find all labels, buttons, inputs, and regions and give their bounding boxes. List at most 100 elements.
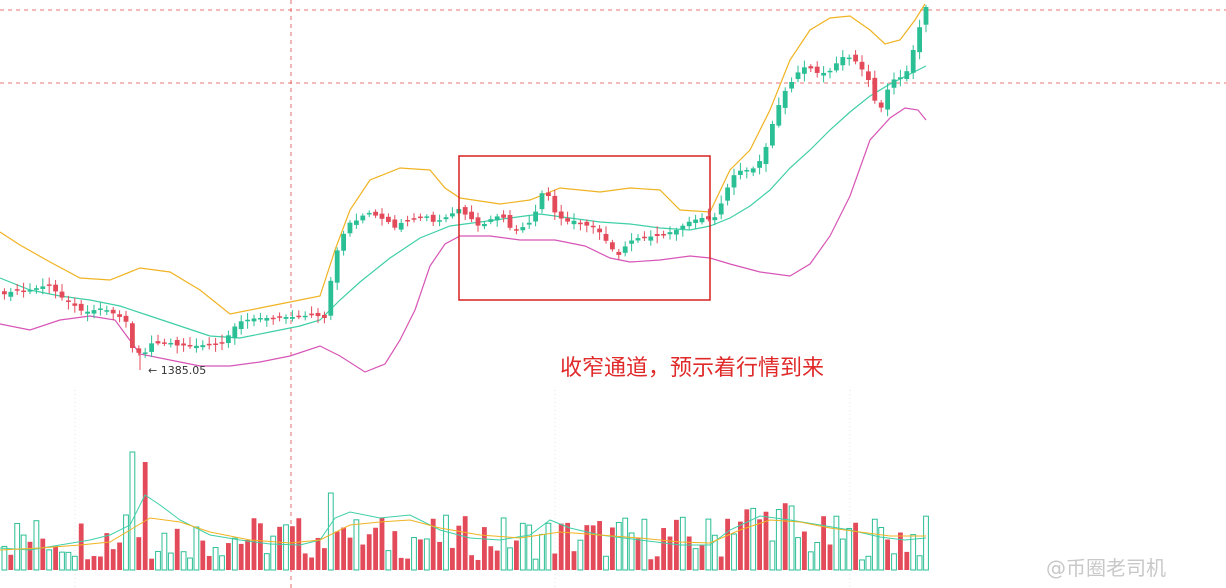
volume-bar bbox=[129, 451, 136, 571]
candle-body bbox=[181, 343, 186, 346]
volume-bar bbox=[341, 527, 346, 570]
volume-bar bbox=[322, 548, 327, 570]
volume-bar bbox=[679, 516, 686, 571]
candle-body bbox=[744, 170, 750, 172]
volume-bar bbox=[552, 553, 558, 570]
candle-body bbox=[437, 220, 442, 222]
candle-body bbox=[629, 240, 634, 244]
volume-bar bbox=[180, 551, 187, 571]
candle-body bbox=[149, 343, 154, 352]
volume-bar bbox=[904, 551, 910, 570]
candle-body bbox=[533, 211, 538, 222]
volume-bar bbox=[667, 536, 673, 570]
volume-bar bbox=[85, 559, 90, 570]
candle-body bbox=[475, 217, 481, 226]
volume-bar bbox=[327, 492, 334, 571]
volume-bar bbox=[526, 524, 533, 571]
volume-bar bbox=[802, 531, 807, 570]
candle-body bbox=[258, 318, 263, 320]
volume-bar bbox=[155, 550, 161, 571]
candle-body bbox=[354, 220, 359, 225]
volume-ma-long bbox=[0, 517, 926, 551]
volume-bar bbox=[686, 536, 692, 570]
volume-bar bbox=[885, 539, 890, 570]
candle-body bbox=[546, 192, 551, 196]
candle-body bbox=[142, 352, 148, 354]
candle-body bbox=[130, 323, 135, 348]
volume-bar bbox=[33, 520, 40, 571]
candle-body bbox=[200, 345, 206, 348]
candle-body bbox=[782, 90, 788, 108]
candle-body bbox=[738, 170, 743, 175]
watermark-text: @币圈老司机 bbox=[1046, 556, 1166, 580]
volume-bar bbox=[711, 534, 718, 571]
candle-body bbox=[411, 218, 417, 220]
candle-body bbox=[725, 187, 730, 201]
volume-bar bbox=[161, 532, 168, 571]
volume-bar bbox=[514, 540, 519, 570]
candle-body bbox=[731, 175, 737, 188]
candle-body bbox=[379, 213, 385, 219]
candle-body bbox=[603, 233, 609, 241]
volume-bar bbox=[379, 517, 385, 570]
candle-body bbox=[206, 343, 212, 346]
volume-bar bbox=[405, 558, 410, 570]
candle-body bbox=[168, 342, 174, 345]
volume-bar bbox=[545, 522, 552, 571]
volume-bar bbox=[193, 526, 200, 571]
candle-body bbox=[686, 221, 692, 227]
candle-body bbox=[488, 219, 494, 222]
candle-body bbox=[571, 220, 577, 225]
volume-bar bbox=[258, 523, 263, 570]
candle-body bbox=[238, 321, 244, 330]
volume-bar bbox=[878, 527, 885, 571]
volume-bar bbox=[117, 542, 122, 570]
volume-bar bbox=[437, 541, 442, 570]
volume-bar bbox=[392, 531, 398, 570]
volume-bar bbox=[584, 525, 590, 570]
volume-bar bbox=[500, 517, 507, 571]
candle-body bbox=[846, 57, 852, 60]
candle-body bbox=[418, 216, 423, 219]
candle-body bbox=[117, 314, 122, 317]
volume-bar bbox=[219, 555, 225, 571]
candle-body bbox=[584, 221, 590, 226]
candle-body bbox=[2, 291, 7, 295]
candle-body bbox=[917, 27, 922, 53]
volume-bar bbox=[597, 521, 602, 570]
candle-body bbox=[565, 218, 570, 222]
candle-body bbox=[347, 222, 353, 234]
candle-body bbox=[859, 61, 865, 70]
volume-bar bbox=[53, 546, 58, 570]
candle-body bbox=[808, 66, 814, 69]
volume-bar bbox=[302, 553, 308, 570]
candle-body bbox=[597, 228, 602, 233]
candle-body bbox=[46, 284, 52, 286]
volume-bar bbox=[814, 542, 821, 571]
volume-bar bbox=[212, 547, 219, 571]
volume-bar bbox=[290, 526, 295, 570]
volume-bar bbox=[565, 522, 570, 570]
volume-bar bbox=[654, 556, 660, 570]
volume-bar bbox=[718, 556, 724, 570]
volume-bar bbox=[782, 503, 788, 570]
candle-body bbox=[904, 71, 910, 79]
candle-body bbox=[34, 288, 39, 290]
volume-bar bbox=[430, 518, 436, 570]
candle-body bbox=[424, 216, 430, 218]
volume-bar bbox=[775, 509, 782, 571]
volume-bar bbox=[795, 537, 801, 571]
volume-bar bbox=[692, 548, 699, 571]
candle-body bbox=[840, 57, 846, 66]
candle-body bbox=[514, 229, 519, 231]
volume-bar bbox=[315, 537, 321, 570]
candle-body bbox=[162, 342, 167, 344]
volume-bar bbox=[353, 519, 360, 571]
volume-bar bbox=[519, 522, 526, 571]
candle-body bbox=[219, 342, 225, 344]
volume-bar bbox=[788, 505, 795, 571]
candle-body bbox=[552, 195, 558, 213]
volume-bar bbox=[757, 519, 762, 570]
volume-bar bbox=[648, 559, 654, 570]
